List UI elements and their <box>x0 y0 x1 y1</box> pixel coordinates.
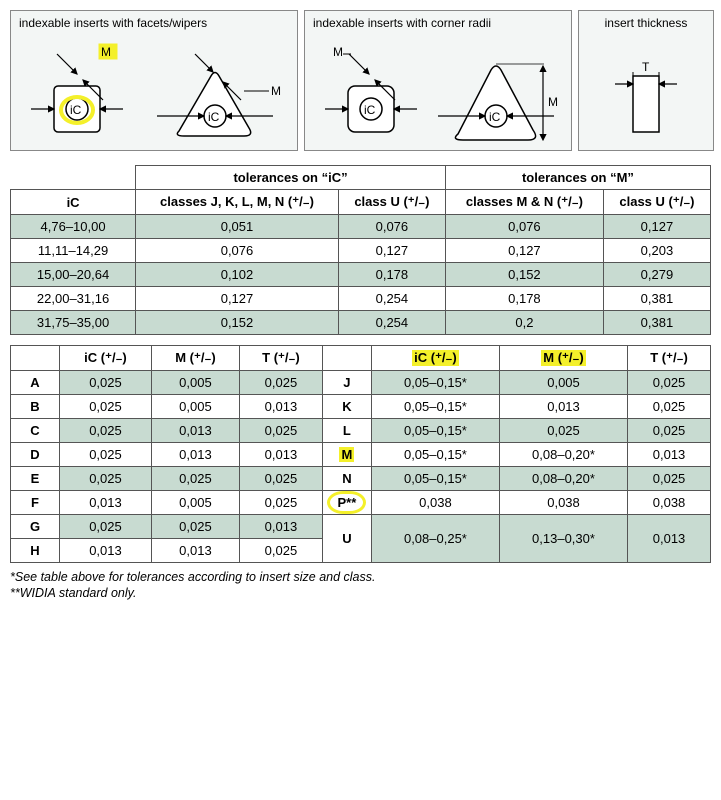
t2-hdr-m: M (⁺/₋) <box>151 346 239 371</box>
table-row: C0,0250,0130,025 L0,05–0,15*0,0250,025 <box>11 419 711 443</box>
t2-hdr-t2: T (⁺/₋) <box>628 346 711 371</box>
table-row: 22,00–31,160,1270,2540,1780,381 <box>11 287 711 311</box>
footnote-1: *See table above for tolerances accordin… <box>10 569 711 585</box>
t1-hdr-u1: class U (⁺/₋) <box>338 190 445 215</box>
svg-text:M: M <box>333 45 343 59</box>
t2-hdr-ic: iC (⁺/₋) <box>60 346 152 371</box>
diagram-box-thickness: insert thickness T <box>578 10 714 151</box>
table-row: D0,0250,0130,013 M0,05–0,15*0,08–0,20*0,… <box>11 443 711 467</box>
svg-text:M: M <box>548 95 558 109</box>
t1-hdr-group-m: tolerances on “M” <box>445 166 710 190</box>
svg-text:iC: iC <box>208 110 220 124</box>
table-row: 15,00–20,640,1020,1780,1520,279 <box>11 263 711 287</box>
table-row: F0,0130,0050,025 P**0,0380,0380,038 <box>11 491 711 515</box>
t1-hdr-u2: class U (⁺/₋) <box>603 190 710 215</box>
t1-hdr-ic: iC <box>11 190 136 215</box>
table-row: E0,0250,0250,025 N0,05–0,15*0,08–0,20*0,… <box>11 467 711 491</box>
table-row: 4,76–10,000,0510,0760,0760,127 <box>11 215 711 239</box>
tolerance-table-2: iC (⁺/₋) M (⁺/₋) T (⁺/₋) iC (⁺/₋) M (⁺/₋… <box>10 345 711 563</box>
table-row: G0,0250,0250,013 U0,08–0,25*0,13–0,30*0,… <box>11 515 711 539</box>
diagram-svg-1: iC M iC M <box>19 36 289 146</box>
diagram-svg-2: iC M iC M <box>313 36 563 146</box>
svg-text:M: M <box>101 45 111 59</box>
diagram-box-radii: indexable inserts with corner radii iC M… <box>304 10 572 151</box>
footnotes: *See table above for tolerances accordin… <box>10 569 711 602</box>
tolerance-table-1: tolerances on “iC” tolerances on “M” iC … <box>10 165 711 335</box>
diagram-box-facets: indexable inserts with facets/wipers iC … <box>10 10 298 151</box>
diagram-title-1: indexable inserts with facets/wipers <box>19 17 289 30</box>
t1-hdr-jklmn: classes J, K, L, M, N (⁺/₋) <box>136 190 339 215</box>
diagram-title-3: insert thickness <box>587 17 705 30</box>
svg-text:T: T <box>642 60 650 74</box>
diagram-title-2: indexable inserts with corner radii <box>313 17 563 30</box>
t1-hdr-mn: classes M & N (⁺/₋) <box>445 190 603 215</box>
t2-hdr-ic2: iC (⁺/₋) <box>371 346 499 371</box>
table-row: B0,0250,0050,013 K0,05–0,15*0,0130,025 <box>11 395 711 419</box>
footnote-2: **WIDIA standard only. <box>10 585 711 601</box>
diagram-svg-3: T <box>587 36 705 146</box>
svg-text:iC: iC <box>364 103 376 117</box>
diagrams-row: indexable inserts with facets/wipers iC … <box>10 10 711 151</box>
table-row: 31,75–35,000,1520,2540,20,381 <box>11 311 711 335</box>
table-row: 11,11–14,290,0760,1270,1270,203 <box>11 239 711 263</box>
table-row: A0,0250,0050,025 J0,05–0,15*0,0050,025 <box>11 371 711 395</box>
t2-hdr-t: T (⁺/₋) <box>239 346 322 371</box>
svg-text:iC: iC <box>70 103 82 117</box>
svg-text:M: M <box>271 84 281 98</box>
svg-text:iC: iC <box>489 110 501 124</box>
t2-hdr-m2: M (⁺/₋) <box>499 346 627 371</box>
t1-hdr-group-ic: tolerances on “iC” <box>136 166 446 190</box>
